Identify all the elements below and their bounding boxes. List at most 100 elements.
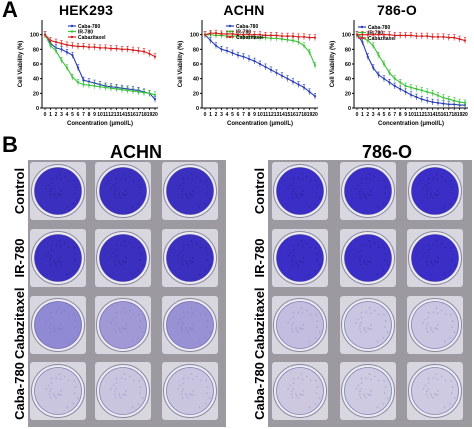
well-speckle (120, 396, 123, 399)
data-point (87, 46, 91, 49)
well-speckle (300, 373, 303, 375)
data-point (148, 52, 151, 55)
well-speckle (49, 324, 51, 327)
well-speckle (59, 245, 62, 248)
well-speckle (60, 194, 62, 196)
well-speckle (291, 196, 294, 199)
data-point (131, 90, 135, 93)
data-point (453, 103, 456, 106)
well-speckle (131, 206, 134, 209)
well-speckle (300, 307, 303, 309)
well-speckle (444, 179, 447, 182)
well-edge (276, 167, 324, 215)
well-speckle (177, 388, 180, 390)
well-speckle (132, 379, 135, 382)
well-speckle (292, 244, 295, 247)
well-speckle (182, 316, 185, 319)
well-speckle (292, 321, 295, 324)
well-speckle (365, 177, 368, 180)
well-speckle (424, 384, 427, 387)
well-speckle (363, 392, 365, 395)
well-speckle (365, 396, 368, 399)
well-speckle (291, 190, 293, 193)
data-point (393, 34, 396, 37)
well-speckle (373, 375, 376, 378)
well-speckle (315, 259, 318, 262)
well-graphic (95, 229, 151, 287)
well-speckle (382, 269, 385, 272)
well-speckle (450, 192, 453, 195)
well-speckle (141, 264, 144, 267)
well-speckle (315, 326, 318, 329)
legend-marker (360, 36, 364, 40)
well-stain (166, 167, 214, 215)
well-speckle (187, 311, 190, 314)
well-speckle (110, 188, 113, 190)
well-control-2 (95, 162, 151, 220)
well-speckle (435, 240, 438, 242)
well-speckle (370, 190, 372, 192)
data-point (442, 96, 445, 99)
well-stain (411, 367, 459, 415)
well-speckle (182, 377, 185, 380)
data-point (220, 48, 223, 51)
well-speckle (138, 313, 140, 316)
well-speckle (55, 263, 58, 266)
well-stain (276, 301, 324, 349)
legend-label: Cabazitaxel (236, 35, 264, 41)
well-speckle (292, 311, 295, 314)
well-speckle (309, 246, 312, 249)
well-speckle (112, 318, 115, 321)
well-speckle (368, 173, 371, 175)
data-point (82, 79, 85, 82)
well-speckle (72, 402, 75, 405)
well-edge (34, 367, 82, 415)
well-speckle (182, 382, 185, 385)
data-point (153, 93, 157, 96)
well-speckle (182, 244, 185, 247)
well-speckle (125, 194, 127, 196)
data-point (453, 36, 456, 39)
well-speckle (450, 246, 452, 249)
well-graphic (407, 296, 463, 354)
data-point (253, 59, 256, 63)
data-point (153, 55, 157, 58)
well-speckle (195, 175, 198, 178)
well-edge (99, 234, 147, 282)
well-speckle (425, 393, 428, 396)
well-speckle (451, 253, 454, 256)
well-stain (411, 234, 459, 282)
well-speckle (187, 244, 190, 247)
well-speckle (53, 259, 55, 262)
well-speckle (440, 309, 443, 312)
well-speckle (182, 321, 185, 324)
data-point (76, 81, 80, 84)
x-tick-label: 9 (93, 112, 96, 118)
x-tick-label: 10 (257, 112, 263, 118)
well-speckle (188, 393, 191, 395)
well-speckle (290, 260, 293, 263)
well-speckle (50, 182, 53, 185)
well-speckle (73, 379, 75, 382)
well-speckle (59, 178, 62, 181)
well-speckle (182, 387, 185, 390)
data-point (87, 84, 91, 87)
well-speckle (386, 264, 389, 267)
data-point (372, 33, 375, 36)
data-point (247, 33, 251, 36)
x-tick-label: 14 (279, 112, 285, 118)
data-point (65, 51, 69, 54)
well-speckle (192, 194, 194, 196)
well-speckle (191, 378, 194, 381)
data-point (142, 50, 146, 53)
well-edge (99, 301, 147, 349)
x-tick-label: 1 (209, 112, 212, 118)
well-speckle (287, 255, 290, 257)
well-speckle (287, 388, 290, 390)
data-point (115, 87, 118, 91)
well-speckle (436, 178, 439, 181)
well-speckle (370, 394, 372, 396)
well-speckle (373, 309, 376, 312)
well-speckle (208, 264, 211, 267)
data-point (43, 33, 47, 36)
